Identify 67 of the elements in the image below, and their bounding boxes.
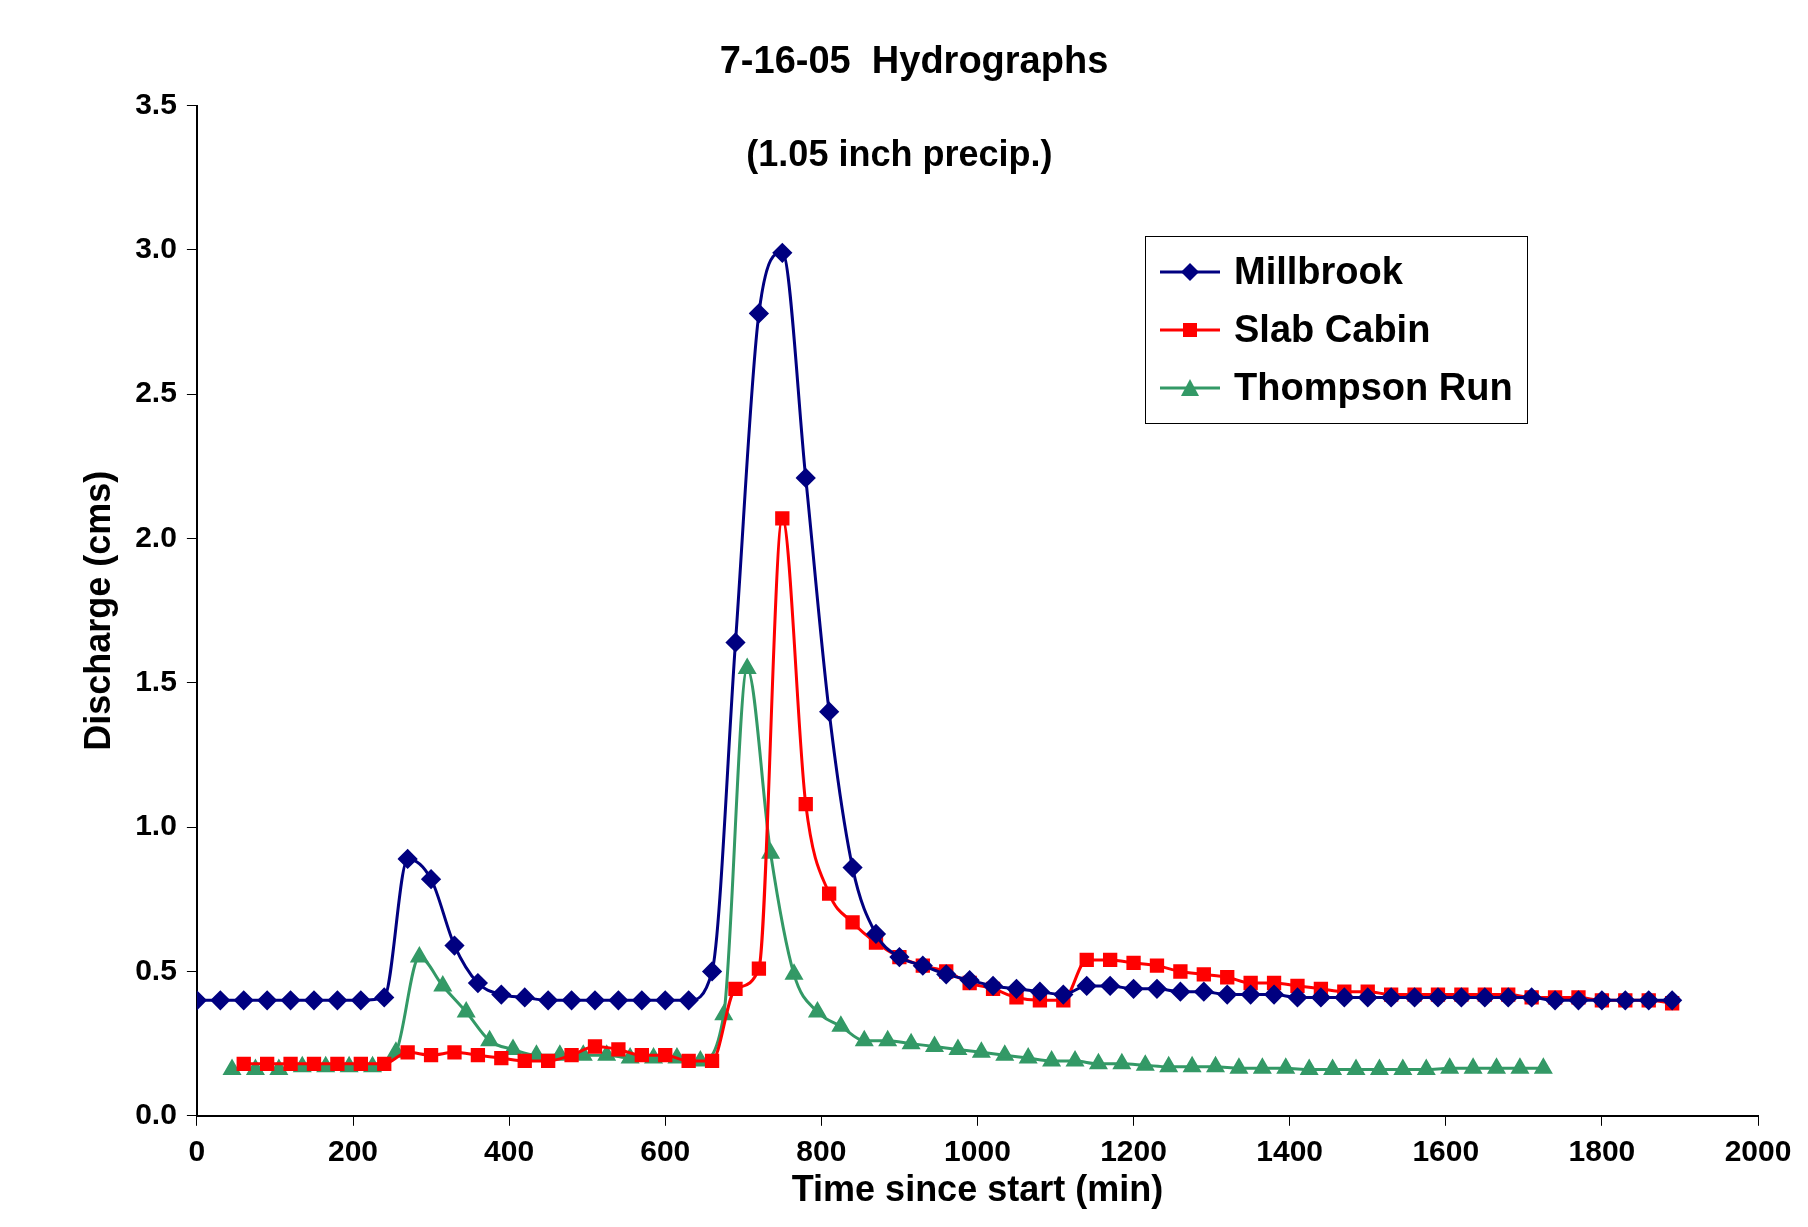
- x-tick-label: 1600: [1412, 1134, 1480, 1168]
- point: [879, 1031, 897, 1047]
- point: [1183, 1057, 1201, 1073]
- x-tick-label: 2000: [1724, 1134, 1792, 1168]
- point: [785, 964, 803, 980]
- point: [1066, 1051, 1084, 1067]
- point: [1324, 1060, 1342, 1076]
- x-tick-label: 0: [188, 1134, 206, 1168]
- legend-label: Millbrook: [1234, 250, 1403, 294]
- x-tick-label: 600: [640, 1134, 691, 1168]
- x-tick-label: 1200: [1100, 1134, 1167, 1168]
- point: [738, 658, 756, 674]
- y-tick-label: 0.5: [135, 952, 177, 986]
- y-tick-label: 0.0: [135, 1097, 177, 1131]
- point: [1090, 1054, 1107, 1070]
- point: [598, 1045, 616, 1061]
- y-tick-label: 2.0: [135, 519, 177, 553]
- point: [949, 1039, 967, 1055]
- chart-title: 7-16-05 Hydrographs: [719, 39, 1109, 82]
- point: [996, 1045, 1014, 1061]
- point: [410, 947, 428, 963]
- point: [902, 1034, 920, 1050]
- y-tick-label: 1.5: [135, 664, 177, 698]
- point: [223, 1060, 241, 1076]
- point: [1043, 1051, 1061, 1067]
- x-tick-label: 400: [484, 1134, 535, 1168]
- point: [1371, 1060, 1388, 1076]
- x-tick-label: 1400: [1256, 1134, 1324, 1168]
- point: [1417, 1060, 1435, 1076]
- point: [434, 976, 452, 992]
- point: [1160, 1057, 1178, 1073]
- point: [855, 1031, 873, 1047]
- point: [972, 1042, 990, 1058]
- point: [1488, 1058, 1505, 1074]
- x-tick-label: 800: [796, 1134, 847, 1168]
- y-tick-label: 3.0: [135, 231, 177, 265]
- y-tick-label: 1.0: [135, 808, 177, 842]
- point: [1347, 1060, 1365, 1076]
- y-tick-label: 3.5: [135, 86, 177, 120]
- legend-label: Slab Cabin: [1234, 308, 1431, 352]
- point: [457, 1002, 475, 1018]
- x-tick-label: 1000: [944, 1134, 1011, 1168]
- point: [1113, 1054, 1131, 1070]
- point: [504, 1039, 522, 1055]
- y-axis-title: Discharge (cms): [76, 470, 118, 751]
- point: [1136, 1055, 1154, 1071]
- point: [1230, 1058, 1248, 1074]
- point: [1464, 1058, 1482, 1074]
- point: [481, 1031, 499, 1047]
- point: [1253, 1058, 1271, 1074]
- point: [809, 1002, 826, 1018]
- point: [1019, 1048, 1037, 1064]
- annotation: (1.05 inch precip.): [746, 132, 1053, 174]
- legend-label: Thompson Run: [1234, 366, 1513, 410]
- point: [1534, 1058, 1552, 1074]
- x-tick-label: 1800: [1568, 1134, 1636, 1168]
- point: [832, 1016, 850, 1032]
- point: [926, 1037, 943, 1053]
- point: [1394, 1060, 1412, 1076]
- y-tick-label: 2.5: [135, 375, 177, 409]
- x-axis-title: Time since start (min): [791, 1168, 1164, 1210]
- point: [1300, 1060, 1318, 1076]
- point: [1207, 1057, 1224, 1073]
- point: [1441, 1058, 1459, 1074]
- x-tick-label: 200: [327, 1134, 379, 1168]
- point: [1511, 1058, 1529, 1074]
- point: [1277, 1058, 1295, 1074]
